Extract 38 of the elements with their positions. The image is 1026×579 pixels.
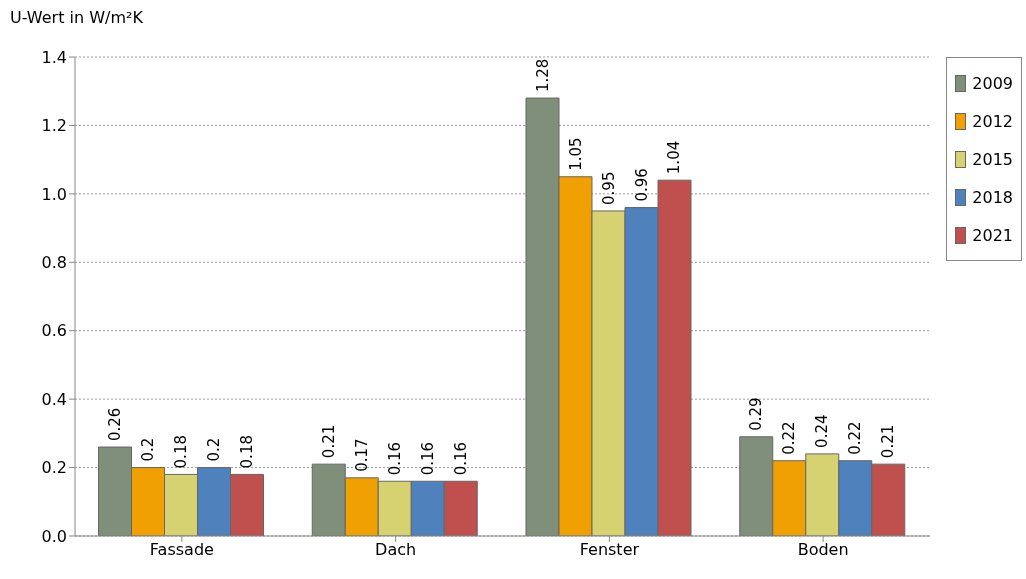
y-axis-title: U-Wert in W/m²K — [10, 8, 143, 27]
y-tick-label: 0.6 — [41, 321, 67, 341]
data-label: 0.22 — [846, 421, 865, 455]
y-tick-label: 1.0 — [41, 184, 67, 204]
data-label: 0.16 — [418, 441, 437, 476]
legend-label: 2015 — [972, 149, 1013, 169]
data-label: 0.21 — [319, 424, 338, 459]
legend-label: 2018 — [972, 187, 1013, 207]
legend-label: 2012 — [972, 111, 1013, 131]
y-tick-label: 0.8 — [41, 252, 67, 272]
data-label: 0.95 — [599, 171, 618, 205]
data-label: 0.29 — [747, 397, 766, 431]
y-tick-label: 1.4 — [41, 47, 67, 67]
x-tick-label: Dach — [375, 540, 417, 560]
data-label: 0.18 — [238, 435, 257, 469]
data-label: 0.18 — [172, 435, 191, 469]
data-label: 0.21 — [879, 424, 898, 459]
data-label: 1.05 — [566, 137, 585, 171]
x-tick-label: Fenster — [579, 540, 640, 560]
legend-label: 2021 — [972, 225, 1013, 245]
x-tick-label: Boden — [797, 540, 849, 560]
y-tick-label: 0.4 — [41, 389, 67, 409]
data-label: 0.2 — [205, 437, 224, 462]
data-label: 0.22 — [780, 421, 799, 455]
y-tick-label: 0.2 — [41, 458, 67, 478]
data-label: 0.96 — [632, 168, 651, 202]
data-label: 0.16 — [385, 441, 404, 476]
data-label: 0.2 — [139, 437, 158, 462]
data-label: 0.16 — [451, 441, 470, 476]
y-tick-label: 1.2 — [41, 116, 67, 136]
x-tick-label: Fassade — [149, 540, 214, 560]
legend-label: 2009 — [972, 73, 1013, 93]
data-label: 0.24 — [813, 414, 832, 448]
data-label: 0.17 — [352, 438, 371, 472]
data-label: 1.04 — [665, 140, 684, 175]
y-tick-label: 0.0 — [41, 526, 67, 546]
data-label: 0.26 — [106, 407, 125, 442]
data-label: 1.28 — [533, 58, 552, 93]
